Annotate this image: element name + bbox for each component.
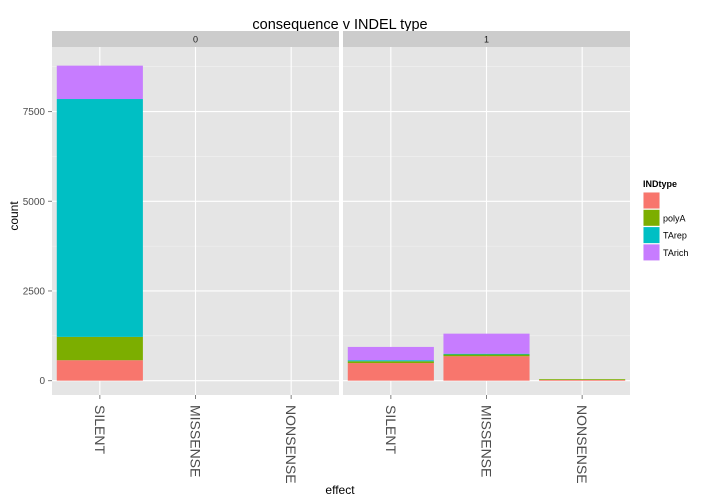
bar-TArep-missense xyxy=(443,353,530,355)
x-tick-label-nonsense: NONSENSE xyxy=(283,405,299,484)
legend-swatch-blank xyxy=(643,192,660,209)
bar-polyA-nonsense xyxy=(539,379,626,381)
legend-title: INDtype xyxy=(643,179,677,189)
legend-label-polyA: polyA xyxy=(663,213,686,223)
bar-TArich-silent xyxy=(347,346,434,361)
facet-strip-label: 0 xyxy=(193,35,198,45)
x-tick-label-silent: SILENT xyxy=(383,405,399,454)
y-tick-label: 2500 xyxy=(23,286,46,297)
x-tick-label-missense: MISSENSE xyxy=(479,405,495,477)
y-tick-label: 0 xyxy=(39,376,45,387)
x-tick-label-missense: MISSENSE xyxy=(188,405,204,477)
legend-swatch-polyA xyxy=(643,209,660,226)
bar-blank-silent xyxy=(56,360,143,381)
x-tick-label-nonsense: NONSENSE xyxy=(574,405,590,484)
bar-blank-silent xyxy=(347,363,434,381)
legend-swatch-TArich xyxy=(643,244,660,261)
bar-TArep-silent xyxy=(56,99,143,337)
x-tick-label-silent: SILENT xyxy=(92,405,108,454)
facet-panel-1: 1 SILENT MISSENSE NONSENSE xyxy=(343,31,630,484)
facet-panel-0: 0 SILENT MISSENSE NONSENSE xyxy=(52,31,339,484)
bar-TArich-silent xyxy=(56,65,143,100)
facet-strip xyxy=(52,31,339,47)
x-axis-title: effect xyxy=(325,483,355,497)
bar-blank-nonsense xyxy=(539,379,626,381)
legend: INDtype polyA TArep TArich xyxy=(642,179,688,262)
panels: 0 SILENT MISSENSE NONSENSE 1 SILENT MISSENSE NO… xyxy=(52,31,630,484)
bar-polyA-silent xyxy=(56,336,143,361)
y-tick-label: 7500 xyxy=(23,107,46,118)
legend-swatch-TArep xyxy=(643,227,660,244)
bar-blank-missense xyxy=(443,356,530,381)
y-axis: 0 2500 5000 7500 xyxy=(23,107,52,387)
legend-label-TArep: TArep xyxy=(663,231,687,241)
y-tick-label: 5000 xyxy=(23,197,46,208)
facet-strip xyxy=(343,31,630,47)
y-axis-title: count xyxy=(7,201,21,231)
bar-polyA-missense xyxy=(443,354,530,357)
bar-TArep-silent xyxy=(347,360,434,362)
facet-strip-label: 1 xyxy=(484,35,489,45)
bar-TArich-missense xyxy=(443,333,530,354)
legend-label-TArich: TArich xyxy=(663,248,688,258)
chart-title: consequence v INDEL type xyxy=(252,17,427,33)
bar-polyA-silent xyxy=(347,361,434,364)
